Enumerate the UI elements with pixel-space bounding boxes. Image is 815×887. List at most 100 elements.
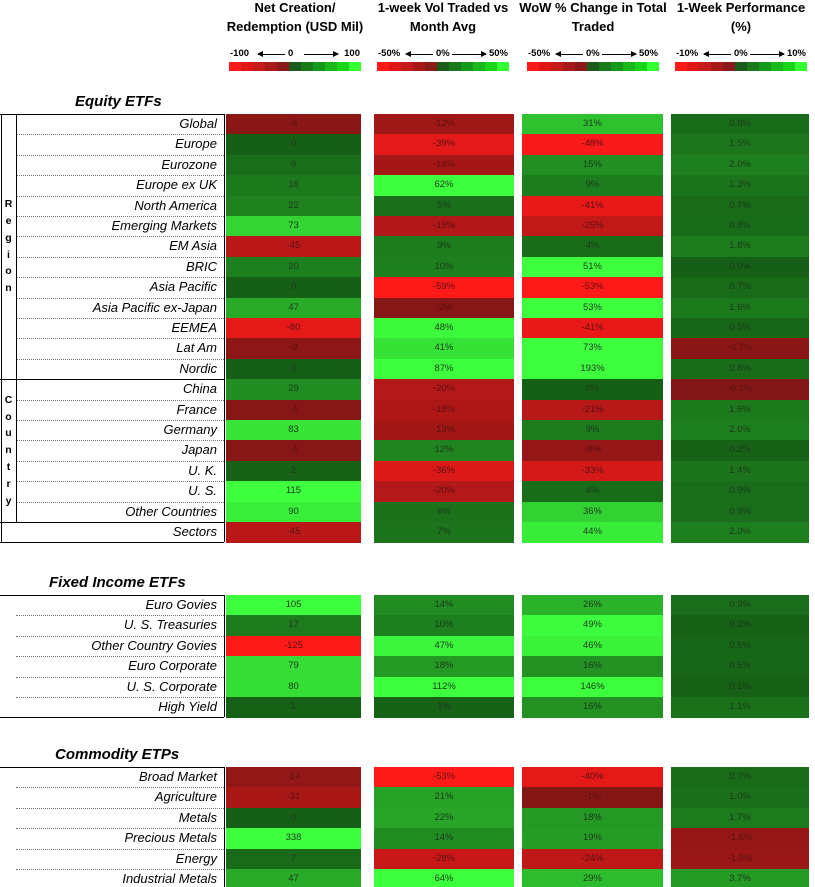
column-header: 1-week Vol Traded vs Month Avg xyxy=(377,0,509,34)
heatmap-cell: 1.6% xyxy=(671,297,809,319)
scale-swatch xyxy=(675,62,687,71)
color-scale-legend: -10% 0% 10% xyxy=(676,48,806,60)
scale-swatch xyxy=(473,62,485,71)
row-label: Emerging Markets xyxy=(111,218,217,233)
column-header: Net Creation/ Redemption (USD Mil) xyxy=(226,0,364,34)
heatmap-cell: 12% xyxy=(374,440,514,462)
row-label: Asia Pacific xyxy=(149,279,217,295)
heatmap-cell: -21% xyxy=(522,399,663,421)
heatmap-cell: 1.6% xyxy=(671,399,809,421)
scale-swatch xyxy=(485,62,497,71)
row-separator xyxy=(16,615,224,617)
color-scale-legend: -100 0 100 xyxy=(230,48,360,60)
scale-swatch xyxy=(401,62,413,71)
scale-max-label: 10% xyxy=(786,48,806,59)
heatmap-cell: -14% xyxy=(374,154,514,176)
scale-max-label: 50% xyxy=(488,48,508,59)
heatmap-cell: 0.9% xyxy=(671,481,809,503)
heatmap-cell: 4% xyxy=(522,236,663,258)
heatmap-cell: -59% xyxy=(374,277,514,299)
heatmap-cell: -6 xyxy=(226,114,361,135)
heatmap-cell: -19% xyxy=(374,216,514,237)
row-separator xyxy=(16,420,224,421)
heatmap-cell: 14% xyxy=(374,595,514,616)
heatmap-cell: -2% xyxy=(374,297,514,319)
scale-swatch xyxy=(497,62,509,71)
heatmap-cell: 0.9% xyxy=(671,501,809,523)
row-separator xyxy=(16,501,224,503)
heatmap-cell: 10% xyxy=(374,615,514,637)
heatmap-cell: 0.5% xyxy=(671,318,809,339)
scale-swatch xyxy=(425,62,437,71)
table-border xyxy=(0,114,224,115)
heatmap-cell: 73 xyxy=(226,216,361,237)
scale-mid-label: 0% xyxy=(734,48,748,59)
heatmap-cell: 87% xyxy=(374,358,514,380)
scale-swatch xyxy=(699,62,711,71)
heatmap-cell: 7 xyxy=(226,848,361,870)
heatmap-cell: -41% xyxy=(522,318,663,339)
scale-mid-label: 0% xyxy=(436,48,450,59)
color-scale-swatches xyxy=(527,62,659,71)
heatmap-cell: 0.7% xyxy=(671,277,809,299)
right-arrow-icon xyxy=(602,51,637,57)
heatmap-cell: -13% xyxy=(374,420,514,441)
scale-swatch xyxy=(759,62,771,71)
row-separator xyxy=(16,256,224,258)
heatmap-cell: 80 xyxy=(226,676,361,698)
heatmap-cell: 10% xyxy=(374,256,514,278)
row-label: Industrial Metals xyxy=(122,871,217,886)
table-border xyxy=(0,717,224,719)
left-arrow-icon xyxy=(702,51,731,57)
heatmap-cell: 44% xyxy=(522,522,663,543)
row-separator xyxy=(16,195,224,197)
row-separator xyxy=(16,787,224,789)
row-label: Sectors xyxy=(172,524,217,539)
heatmap-cell: -53% xyxy=(522,277,663,299)
heatmap-cell: 47 xyxy=(226,297,361,319)
heatmap-cell: 1% xyxy=(374,697,514,718)
heatmap-cell: 9% xyxy=(522,420,663,441)
heatmap-cell: 1.8% xyxy=(671,236,809,258)
row-separator xyxy=(16,277,224,279)
row-label: North America xyxy=(134,197,217,213)
heatmap-cell: 5% xyxy=(374,195,514,217)
heatmap-cell: 53% xyxy=(522,297,663,319)
scale-swatch xyxy=(563,62,575,71)
heatmap-cell: 0.2% xyxy=(671,440,809,462)
row-separator xyxy=(16,318,224,319)
heatmap-cell: 46% xyxy=(522,635,663,657)
heatmap-cell: 2.0% xyxy=(671,420,809,441)
row-label: Other Country Govies xyxy=(91,637,217,653)
row-separator xyxy=(16,399,224,401)
scale-swatch xyxy=(437,62,449,71)
table-border xyxy=(224,595,225,718)
row-label: High Yield xyxy=(158,699,217,714)
heatmap-cell: 0.8% xyxy=(671,358,809,380)
heatmap-cell: -1% xyxy=(522,787,663,809)
heatmap-cell: 16% xyxy=(522,656,663,678)
scale-swatch xyxy=(277,62,289,71)
heatmap-cell: -4 xyxy=(226,440,361,462)
color-scale-legend: -50% 0% 50% xyxy=(528,48,658,60)
heatmap-cell: 0.7% xyxy=(671,195,809,217)
row-separator xyxy=(16,656,224,658)
left-arrow-icon xyxy=(256,51,285,57)
scale-swatch xyxy=(265,62,277,71)
scale-swatch xyxy=(229,62,241,71)
row-separator xyxy=(16,297,224,299)
heatmap-cell: -4 xyxy=(226,399,361,421)
row-label: U. S. xyxy=(188,483,217,499)
heatmap-cell: 0% xyxy=(522,379,663,401)
heatmap-cell: 64% xyxy=(374,869,514,887)
scale-swatch xyxy=(771,62,783,71)
heatmap-cell: -80 xyxy=(226,318,361,339)
scale-swatch xyxy=(687,62,699,71)
table-border xyxy=(224,114,225,543)
heatmap-cell: 18% xyxy=(374,656,514,678)
left-arrow-icon xyxy=(554,51,583,57)
scale-swatch xyxy=(635,62,647,71)
section-title: Equity ETFs xyxy=(75,93,162,110)
scale-min-label: -50% xyxy=(528,48,551,59)
